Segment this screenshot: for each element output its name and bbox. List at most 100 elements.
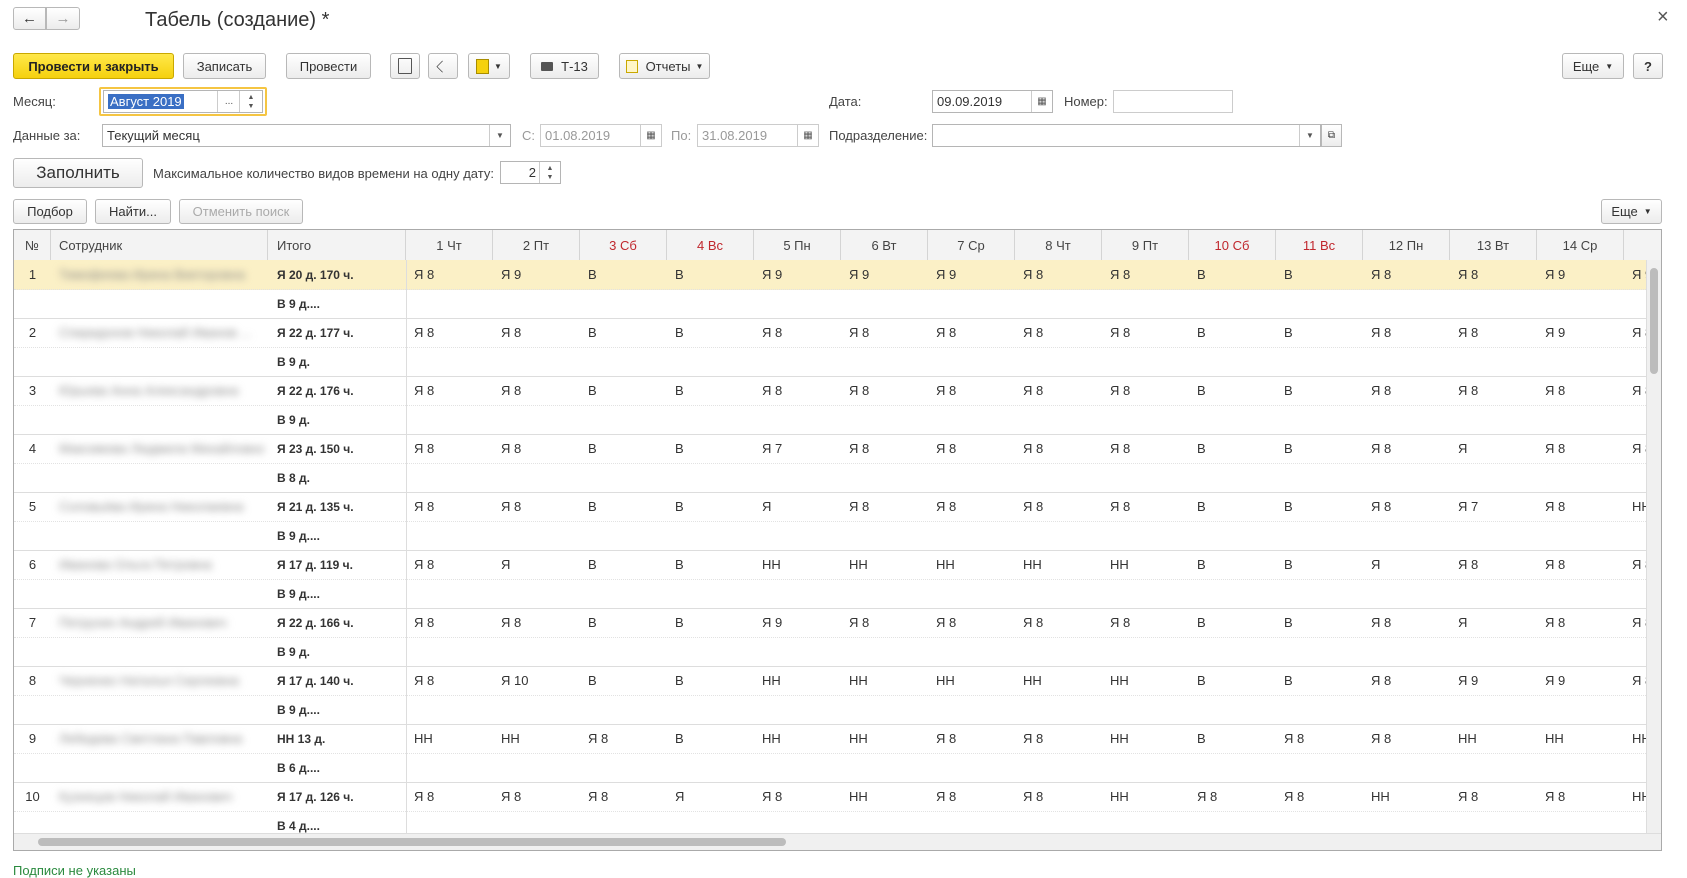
day-value-cell[interactable]: В [588,557,597,572]
day-value-cell[interactable]: Я 8 [1371,383,1392,398]
forward-button[interactable]: → [46,7,80,30]
table-row[interactable]: 8 Черненко Наталья Сергеевна Я 17 д. 140 ч… [14,666,1661,725]
header-day[interactable]: 12 Пн [1363,230,1450,260]
employee-name-cell[interactable]: Спиридонов Николай Иванов ... [59,325,252,340]
pick-button[interactable]: Подбор [13,199,87,224]
day-value-cell[interactable]: В [1284,441,1293,456]
day-value-cell[interactable]: Я 8 [1023,325,1044,340]
day-value-cell[interactable]: В [1197,441,1206,456]
day-value-cell[interactable]: Я 9 [1545,673,1566,688]
day-value-cell[interactable]: Я 8 [414,499,435,514]
to-date-input[interactable]: 31.08.2019 ▦ [697,124,819,147]
day-value-cell[interactable]: Я 8 [1545,557,1566,572]
day-value-cell[interactable]: Я 8 [762,789,783,804]
row-number-cell[interactable]: 6 [28,557,37,572]
employee-name-cell[interactable]: Соловьёва Ирина Николаевна [59,499,244,514]
total-days-cell[interactable]: В 8 д. [277,470,310,485]
day-value-cell[interactable]: В [675,325,684,340]
header-day[interactable]: 10 Сб [1189,230,1276,260]
day-value-cell[interactable]: Я 8 [501,789,522,804]
employee-name-cell[interactable]: Петрухин Андрей Иванович [59,615,227,630]
row-number-cell[interactable]: 3 [28,383,37,398]
day-value-cell[interactable]: Я 8 [1545,499,1566,514]
day-value-cell[interactable]: В [675,673,684,688]
day-value-cell[interactable]: В [675,441,684,456]
scroll-thumb[interactable] [1650,268,1658,374]
day-value-cell[interactable]: Я 8 [1371,441,1392,456]
day-value-cell[interactable]: Я 8 [936,789,957,804]
employee-name-cell[interactable]: Кузнецов Николай Иванович [59,789,233,804]
day-value-cell[interactable]: В [1197,383,1206,398]
total-days-cell[interactable]: В 9 д. [277,354,310,369]
header-day[interactable]: 2 Пт [493,230,580,260]
day-value-cell[interactable]: Я [1458,615,1468,630]
day-value-cell[interactable]: Я 9 [1545,325,1566,340]
day-value-cell[interactable]: Я 8 [501,615,522,630]
employee-name-cell[interactable]: Лебедева Светлана Павловна [59,731,243,746]
day-value-cell[interactable]: Я 8 [1371,499,1392,514]
day-value-cell[interactable]: НН [414,731,433,746]
total-days-cell[interactable]: В 9 д. [277,412,310,427]
horizontal-scrollbar[interactable] [14,833,1661,850]
day-value-cell[interactable]: НН [936,557,955,572]
grid-more-button[interactable]: Еще ▼ [1601,199,1662,224]
scroll-thumb[interactable] [38,838,786,846]
day-value-cell[interactable]: В [1284,673,1293,688]
day-value-cell[interactable]: НН [1110,789,1129,804]
header-employee[interactable]: Сотрудник [51,230,268,260]
day-value-cell[interactable]: НН [762,557,781,572]
day-value-cell[interactable]: Я 8 [1110,615,1131,630]
day-value-cell[interactable]: Я 8 [414,441,435,456]
day-value-cell[interactable]: Я 8 [849,325,870,340]
row-number-cell[interactable]: 7 [28,615,37,630]
copy-document-button[interactable] [390,53,420,79]
day-value-cell[interactable]: НН [501,731,520,746]
day-value-cell[interactable]: Я 8 [1110,441,1131,456]
day-value-cell[interactable]: Я 8 [849,499,870,514]
day-value-cell[interactable]: НН [849,731,868,746]
month-spinner[interactable]: ▲ ▼ [239,91,262,112]
day-value-cell[interactable]: Я [501,557,511,572]
day-value-cell[interactable]: Я [675,789,685,804]
day-value-cell[interactable]: НН [1110,673,1129,688]
day-value-cell[interactable]: В [588,673,597,688]
total-days-cell[interactable]: В 4 д.... [277,818,320,833]
day-value-cell[interactable]: Я 8 [501,499,522,514]
day-value-cell[interactable]: В [1284,325,1293,340]
table-row[interactable]: 5 Соловьёва Ирина Николаевна Я 21 д. 135 ч… [14,492,1661,551]
help-button[interactable]: ? [1633,53,1663,79]
vertical-scrollbar[interactable] [1646,260,1661,835]
day-value-cell[interactable]: Я 8 [414,557,435,572]
day-value-cell[interactable]: Я 9 [849,267,870,282]
day-value-cell[interactable]: Я 8 [1545,383,1566,398]
employee-name-cell[interactable]: Тимофеева Ирина Викторовна [59,267,245,282]
day-value-cell[interactable]: В [675,557,684,572]
header-day[interactable]: 3 Сб [580,230,667,260]
day-value-cell[interactable]: НН [1545,731,1564,746]
day-value-cell[interactable]: НН [762,731,781,746]
day-value-cell[interactable]: В [1284,557,1293,572]
data-for-select[interactable]: Текущий месяц ▼ [102,124,511,147]
table-row[interactable]: 3 Юрьева Анна Александровна Я 22 д. 176 ч.… [14,376,1661,435]
day-value-cell[interactable]: Я 8 [1284,731,1305,746]
day-value-cell[interactable]: Я 8 [414,615,435,630]
day-value-cell[interactable]: Я 9 [501,267,522,282]
day-value-cell[interactable]: Я 8 [1371,615,1392,630]
table-row[interactable]: 2 Спиридонов Николай Иванов ... Я 22 д. 17… [14,318,1661,377]
table-row[interactable]: 1 Тимофеева Ирина Викторовна Я 20 д. 170 ч… [14,260,1661,319]
day-value-cell[interactable]: Я 8 [1110,267,1131,282]
total-cell[interactable]: Я 17 д. 140 ч. [277,673,354,688]
t13-print-button[interactable]: Т-13 [530,53,599,79]
row-number-cell[interactable]: 4 [28,441,37,456]
day-value-cell[interactable]: Я 8 [1545,789,1566,804]
day-value-cell[interactable]: Я 8 [1023,383,1044,398]
save-button[interactable]: Записать [183,53,266,79]
day-value-cell[interactable]: В [1197,499,1206,514]
day-value-cell[interactable]: Я 8 [1023,789,1044,804]
total-cell[interactable]: Я 22 д. 176 ч. [277,383,354,398]
chevron-down-icon[interactable]: ▼ [489,125,510,146]
header-number[interactable]: № [14,230,51,260]
day-value-cell[interactable]: Я 8 [936,499,957,514]
day-value-cell[interactable]: Я 8 [1458,325,1479,340]
day-value-cell[interactable]: Я 8 [1371,731,1392,746]
